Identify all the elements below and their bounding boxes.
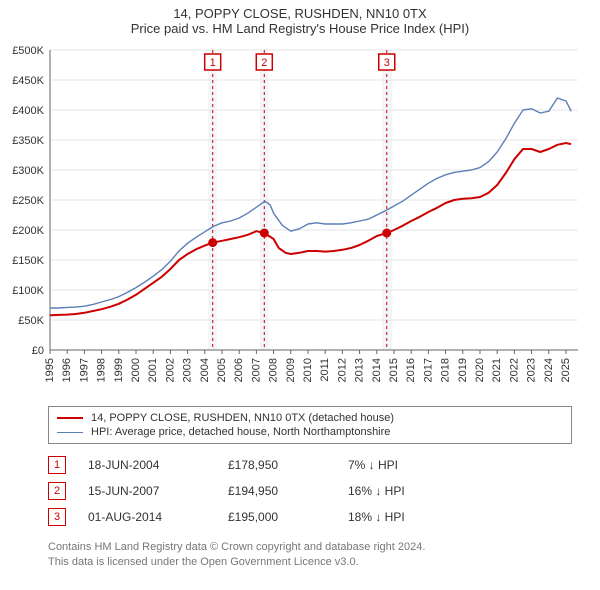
svg-text:2022: 2022 (508, 358, 520, 382)
sale-row: 3 01-AUG-2014£195,00018% ↓ HPI (48, 504, 572, 530)
svg-text:£200K: £200K (12, 225, 44, 237)
sale-price: £178,950 (228, 458, 348, 472)
sale-marker: 1 (48, 456, 66, 474)
chart-area: £0 £50K £100K £150K £200K £250K £300K £350K £400… (0, 40, 600, 400)
svg-text:2014: 2014 (371, 358, 383, 382)
svg-text:2015: 2015 (388, 358, 400, 382)
legend-swatch (57, 432, 83, 433)
footer: Contains HM Land Registry data © Crown c… (48, 540, 572, 571)
svg-text:2017: 2017 (422, 358, 434, 382)
svg-text:2020: 2020 (474, 358, 486, 382)
sale-delta: 18% ↓ HPI (348, 510, 468, 524)
svg-text:£450K: £450K (12, 75, 44, 87)
svg-text:1996: 1996 (61, 358, 73, 382)
sale-date: 01-AUG-2014 (88, 510, 228, 524)
svg-text:£250K: £250K (12, 195, 44, 207)
title-line-2: Price paid vs. HM Land Registry's House … (0, 21, 600, 36)
sale-marker: 3 (48, 508, 66, 526)
legend-swatch (57, 417, 83, 419)
svg-text:2025: 2025 (560, 358, 572, 382)
chart-container: 14, POPPY CLOSE, RUSHDEN, NN10 0TX Price… (0, 0, 600, 571)
svg-text:2002: 2002 (164, 358, 176, 382)
sale-date: 18-JUN-2004 (88, 458, 228, 472)
svg-text:3: 3 (384, 57, 390, 69)
svg-text:2009: 2009 (285, 358, 297, 382)
svg-text:1999: 1999 (113, 358, 125, 382)
legend-item: 14, POPPY CLOSE, RUSHDEN, NN10 0TX (deta… (57, 411, 563, 425)
sale-marker: 2 (48, 482, 66, 500)
svg-text:1998: 1998 (96, 358, 108, 382)
sale-delta: 16% ↓ HPI (348, 484, 468, 498)
svg-text:£100K: £100K (12, 285, 44, 297)
svg-text:£0: £0 (32, 345, 44, 357)
svg-text:1: 1 (210, 57, 216, 69)
sales-list: 1 18-JUN-2004£178,9507% ↓ HPI 2 15-JUN-2007… (48, 452, 572, 530)
svg-text:2007: 2007 (250, 358, 262, 382)
chart-svg: £0 £50K £100K £150K £200K £250K £300K £350K £400… (0, 40, 600, 400)
svg-text:2013: 2013 (354, 358, 366, 382)
legend-item: HPI: Average price, detached house, Nort… (57, 425, 563, 439)
legend: 14, POPPY CLOSE, RUSHDEN, NN10 0TX (deta… (48, 406, 572, 444)
svg-text:2008: 2008 (268, 358, 280, 382)
svg-text:£500K: £500K (12, 45, 44, 57)
svg-text:£300K: £300K (12, 165, 44, 177)
title-line-1: 14, POPPY CLOSE, RUSHDEN, NN10 0TX (0, 6, 600, 21)
svg-text:2010: 2010 (302, 358, 314, 382)
svg-text:2000: 2000 (130, 358, 142, 382)
svg-text:2023: 2023 (526, 358, 538, 382)
svg-text:2005: 2005 (216, 358, 228, 382)
svg-text:2018: 2018 (440, 358, 452, 382)
footer-line-2: This data is licensed under the Open Gov… (48, 555, 572, 570)
svg-text:£150K: £150K (12, 255, 44, 267)
svg-text:2003: 2003 (182, 358, 194, 382)
svg-text:1995: 1995 (44, 358, 56, 382)
svg-text:2011: 2011 (319, 358, 331, 382)
sale-row: 1 18-JUN-2004£178,9507% ↓ HPI (48, 452, 572, 478)
sale-price: £195,000 (228, 510, 348, 524)
sale-delta: 7% ↓ HPI (348, 458, 468, 472)
svg-text:2: 2 (261, 57, 267, 69)
svg-text:2024: 2024 (543, 358, 555, 382)
svg-text:£400K: £400K (12, 105, 44, 117)
sale-row: 2 15-JUN-2007£194,95016% ↓ HPI (48, 478, 572, 504)
svg-text:2016: 2016 (405, 358, 417, 382)
svg-text:2019: 2019 (457, 358, 469, 382)
title-block: 14, POPPY CLOSE, RUSHDEN, NN10 0TX Price… (0, 0, 600, 40)
svg-text:£350K: £350K (12, 135, 44, 147)
svg-text:2021: 2021 (491, 358, 503, 382)
svg-text:2012: 2012 (336, 358, 348, 382)
legend-label: 14, POPPY CLOSE, RUSHDEN, NN10 0TX (deta… (91, 412, 394, 424)
svg-text:1997: 1997 (78, 358, 90, 382)
svg-text:£50K: £50K (18, 315, 44, 327)
svg-text:2006: 2006 (233, 358, 245, 382)
footer-line-1: Contains HM Land Registry data © Crown c… (48, 540, 572, 555)
svg-text:2004: 2004 (199, 358, 211, 382)
sale-date: 15-JUN-2007 (88, 484, 228, 498)
sale-price: £194,950 (228, 484, 348, 498)
svg-text:2001: 2001 (147, 358, 159, 382)
legend-label: HPI: Average price, detached house, Nort… (91, 426, 390, 438)
